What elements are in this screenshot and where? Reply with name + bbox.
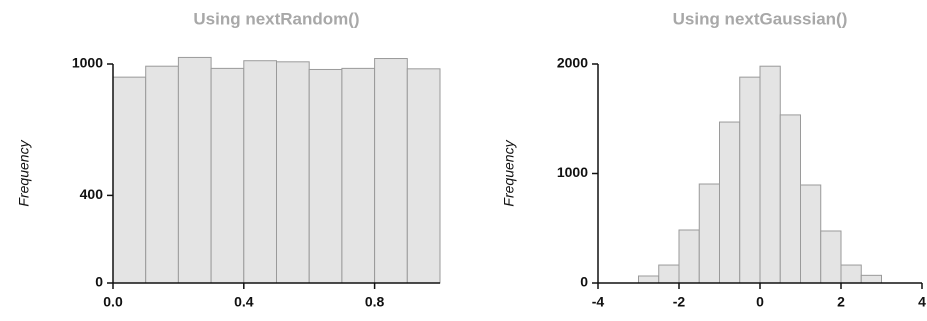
x-tick-label: -4	[592, 294, 605, 310]
bar	[145, 65, 179, 284]
bar	[698, 183, 720, 284]
bar	[678, 229, 700, 284]
bar	[739, 76, 761, 284]
y-tick-label: 2000	[557, 55, 588, 71]
x-tick-label: -2	[673, 294, 686, 310]
bar	[308, 68, 343, 284]
bar	[210, 67, 245, 284]
bar	[820, 230, 842, 284]
bar	[177, 56, 212, 284]
x-tick-label: 0	[756, 294, 764, 310]
y-tick-label: 0	[95, 274, 103, 290]
bar	[112, 76, 147, 284]
bar	[406, 68, 441, 284]
bar	[374, 58, 408, 284]
x-tick-label: 0.0	[103, 294, 123, 310]
x-tick-label: 0.8	[365, 294, 385, 310]
chart-title: Using nextRandom()	[193, 9, 359, 28]
y-axis-label: Frequency	[16, 139, 32, 206]
bar	[276, 61, 310, 284]
bar	[759, 65, 781, 284]
bar	[719, 121, 741, 284]
x-tick-label: 2	[837, 294, 845, 310]
bar	[779, 114, 801, 284]
bar	[840, 264, 862, 284]
x-tick-label: 0.4	[234, 294, 254, 310]
y-tick-label: 1000	[72, 55, 103, 71]
y-tick-label: 1000	[557, 164, 588, 180]
bar	[638, 275, 660, 284]
bar	[860, 274, 882, 284]
bar	[341, 67, 376, 284]
bar	[800, 184, 822, 284]
bar	[243, 60, 278, 284]
x-tick-label: 4	[918, 294, 926, 310]
chart-title: Using nextGaussian()	[673, 9, 848, 28]
y-tick-label: 400	[80, 186, 104, 202]
bar	[658, 264, 680, 284]
y-axis-label: Frequency	[501, 139, 517, 206]
y-tick-label: 0	[580, 274, 588, 290]
